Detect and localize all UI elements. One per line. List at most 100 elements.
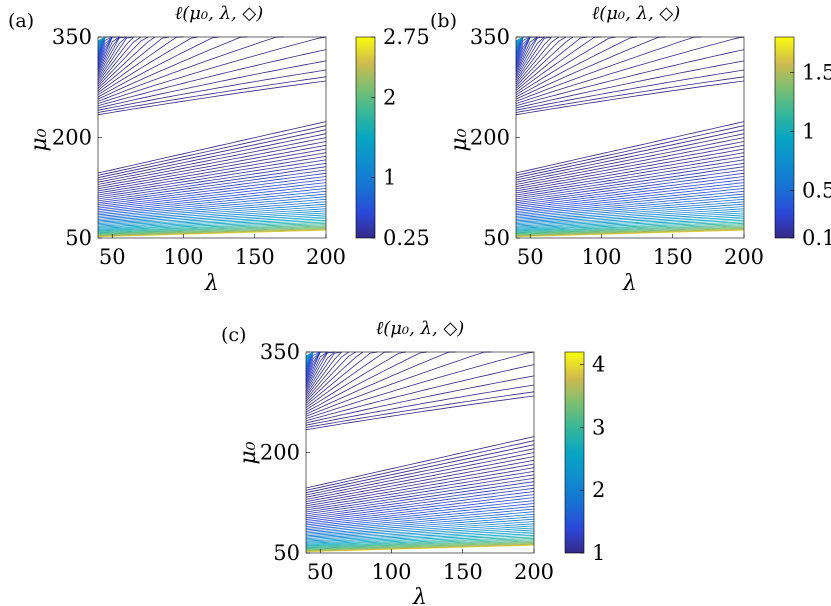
contour-line <box>97 36 134 81</box>
x-axis-label: λ <box>412 585 427 606</box>
contour-line <box>97 225 327 235</box>
contour-line <box>97 226 327 235</box>
contour-line <box>97 36 142 85</box>
contour-line <box>515 190 745 214</box>
contour-line <box>97 152 327 192</box>
contour-line <box>305 351 350 400</box>
contour-line <box>97 36 120 75</box>
contour-line <box>515 36 602 94</box>
contour-line <box>515 144 745 187</box>
contour-line <box>515 141 745 185</box>
colorbar-gradient <box>564 351 585 554</box>
contour-line <box>515 76 745 113</box>
contour-line <box>97 36 170 91</box>
contour-line <box>305 459 535 502</box>
colorbar: 0.25 1 2 2.75 <box>355 25 430 250</box>
contour-line <box>515 36 560 85</box>
x-ticks: 50 100 150 200 <box>99 234 346 269</box>
contour-line <box>97 176 327 205</box>
contour-line <box>97 179 327 207</box>
contour-line <box>97 60 327 109</box>
colorbar-tick-label: 2.75 <box>383 25 430 49</box>
plot-area <box>97 36 327 239</box>
colorbar-tick-label: 0.1 <box>802 226 831 250</box>
contour-line <box>515 36 531 67</box>
panel-label: (b) <box>430 10 457 32</box>
contour-line <box>515 166 745 200</box>
chart-title: ℓ(μ₀, λ, ◇) <box>376 318 465 339</box>
contour-line <box>305 351 342 396</box>
contour-line <box>515 36 538 73</box>
contour-line <box>305 448 535 496</box>
contour-line <box>515 36 545 79</box>
contour-line <box>515 225 745 235</box>
y-tick-label: 350 <box>52 25 92 49</box>
contour-line <box>305 516 535 535</box>
contour-line <box>305 513 535 534</box>
x-tick-label: 150 <box>443 560 483 584</box>
y-tick-label: 200 <box>260 441 300 465</box>
contour-line <box>305 531 535 544</box>
contour-line <box>305 533 535 545</box>
contour-line <box>305 500 535 526</box>
colorbar: 0.1 0.5 1 1.5 <box>774 36 831 250</box>
contour-line <box>515 155 745 194</box>
contour-line <box>97 49 327 107</box>
contour-line <box>515 224 745 234</box>
x-tick-label: 50 <box>517 245 544 269</box>
contour-line <box>97 36 220 98</box>
y-tick-label: 50 <box>483 226 510 250</box>
contour-line <box>97 208 327 224</box>
contour-line <box>305 527 535 542</box>
contour-line <box>97 188 327 212</box>
contour-line <box>97 133 327 181</box>
colorbar-gradient <box>774 36 795 239</box>
contour-line <box>305 511 535 532</box>
panel-label: (c) <box>221 324 246 346</box>
colorbar-tick-label: 4 <box>592 353 605 377</box>
x-tick-label: 100 <box>581 245 621 269</box>
contour-line <box>305 351 314 357</box>
contour-line <box>305 491 535 520</box>
contour-line <box>515 36 745 104</box>
contour-line <box>305 508 535 531</box>
contour-line <box>515 36 552 81</box>
contour-line <box>97 166 327 200</box>
contour-line <box>305 525 535 541</box>
x-ticks: 50 100 150 200 <box>307 549 554 584</box>
contour-line <box>515 212 745 227</box>
contour-line <box>515 193 745 216</box>
contour-line <box>305 351 328 390</box>
contour-line <box>305 497 535 524</box>
contour-line <box>97 144 327 187</box>
contour-line <box>305 474 535 511</box>
y-axis-label: μ₀ <box>27 128 52 151</box>
contour-line <box>305 351 456 415</box>
colorbar-tick-label: 1 <box>383 166 396 190</box>
contour-line <box>97 185 327 211</box>
plot-area <box>515 36 745 239</box>
colorbar-tick-label: 0.5 <box>802 179 831 203</box>
contour-line <box>305 503 535 527</box>
contour-line <box>305 518 535 537</box>
contour-line <box>305 529 535 543</box>
y-tick-label: 50 <box>273 541 300 565</box>
contour-line <box>97 201 327 220</box>
contour-line <box>305 351 335 394</box>
x-tick-label: 50 <box>307 560 334 584</box>
contour-line <box>515 196 745 217</box>
contour-line <box>515 36 524 42</box>
contour-line <box>515 36 538 75</box>
contour-line <box>305 452 535 498</box>
contour-line <box>305 351 535 419</box>
contour-line <box>97 69 327 111</box>
contour-line <box>515 162 745 198</box>
contour-line <box>97 190 327 214</box>
contour-line <box>305 391 535 428</box>
contour-line <box>515 210 745 226</box>
panel-c: (c) ℓ(μ₀, λ, ◇) λ μ₀ 50 100 150 200 5020035… <box>221 318 605 606</box>
y-tick-label: 50 <box>65 226 92 250</box>
contour-line <box>97 80 327 116</box>
colorbar: 1 2 3 4 <box>564 351 605 565</box>
